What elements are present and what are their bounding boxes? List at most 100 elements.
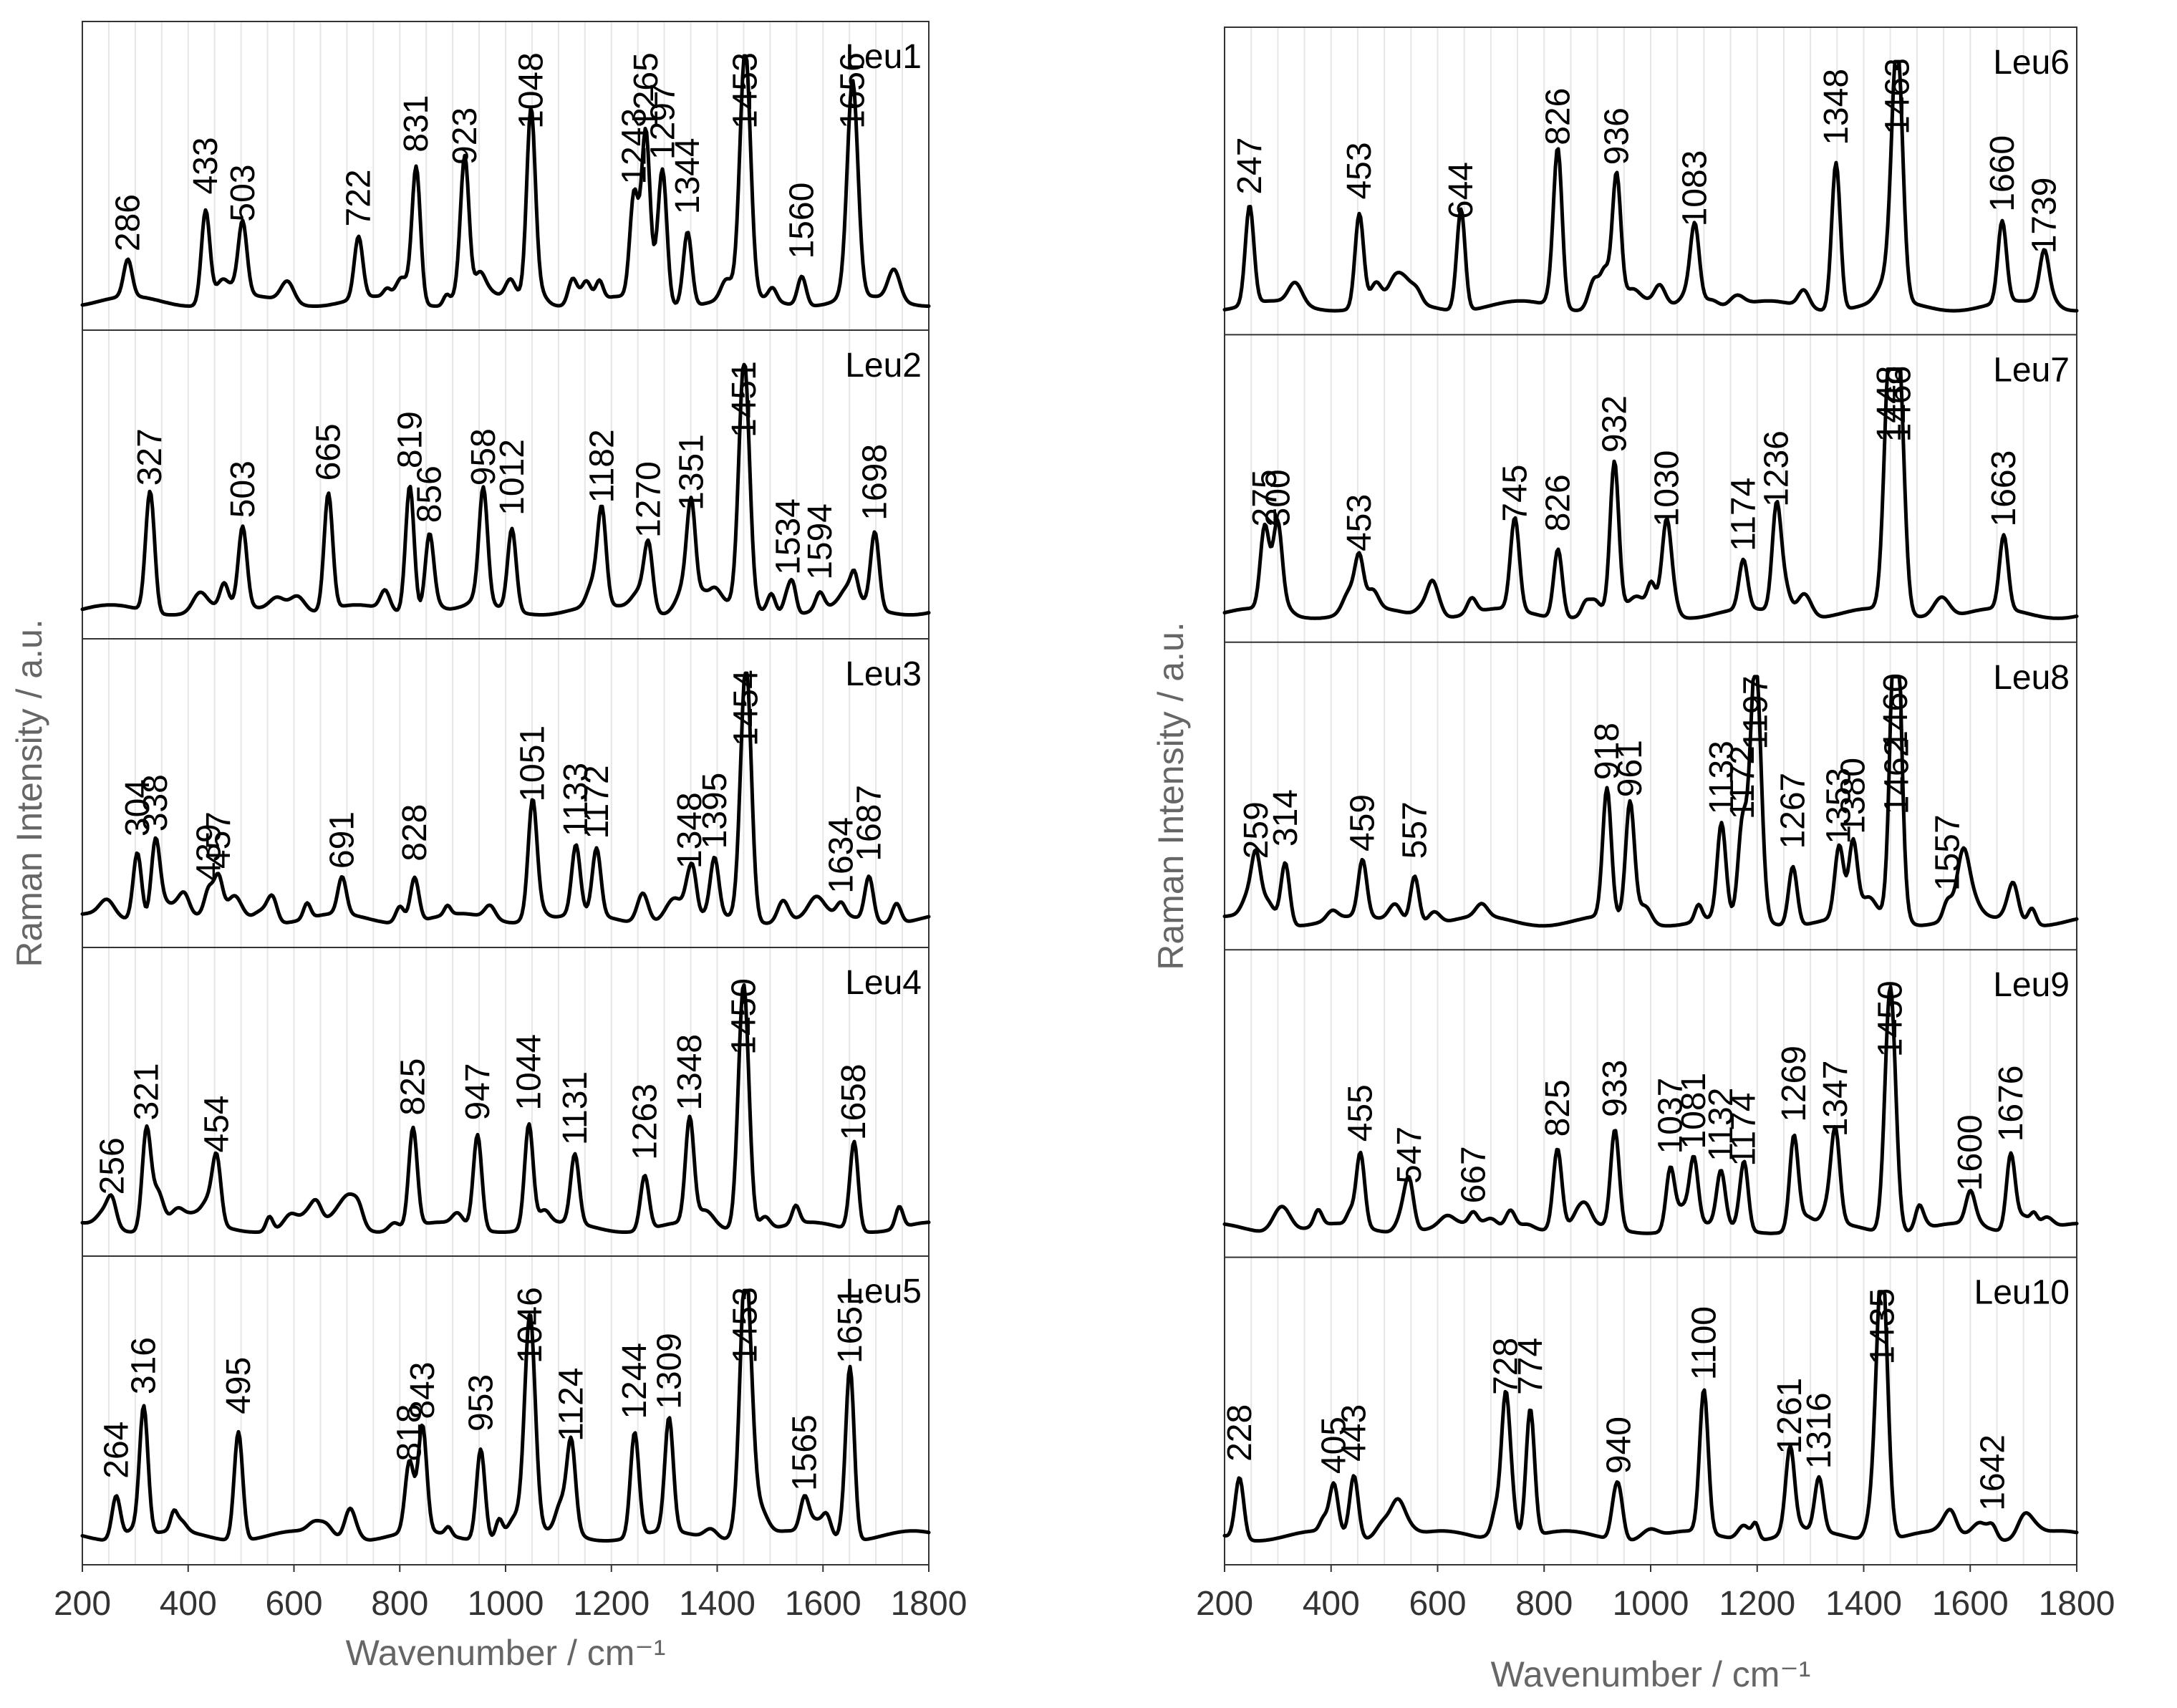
- peak-label: 936: [1598, 107, 1636, 165]
- peak-label: 405: [1315, 1417, 1353, 1474]
- x-tick-label: 1200: [1719, 1585, 1795, 1623]
- peak-label: 1450: [1872, 980, 1910, 1057]
- x-tick-label: 1200: [573, 1585, 650, 1623]
- peak-label: 338: [137, 774, 175, 831]
- x-tick-label: 600: [1409, 1585, 1466, 1623]
- panel-label: Leu2: [845, 347, 922, 385]
- x-tick-label: 1400: [679, 1585, 756, 1623]
- peak-label: 1174: [1724, 478, 1762, 551]
- peak-label: 819: [391, 411, 429, 468]
- peak-label: 1658: [835, 1063, 873, 1140]
- peak-label: 1451: [725, 361, 763, 438]
- panel-label: Leu8: [1993, 659, 2070, 697]
- peak-label: 1351: [672, 434, 710, 511]
- peak-label: 1565: [786, 1414, 824, 1491]
- spectrum-line-leu4: [80, 983, 931, 1234]
- peak-label: 932: [1596, 395, 1633, 453]
- peak-label: 1557: [1929, 814, 1966, 891]
- peak-label: 1344: [669, 137, 707, 214]
- x-axis: 200 400 600 800 1000 1200 1400 1600 1800: [1196, 1565, 2115, 1623]
- panel-label: Leu7: [1993, 351, 2070, 389]
- peak-label: 1454: [727, 670, 765, 746]
- peak-label: 300: [1259, 469, 1297, 526]
- peak-label: 453: [1341, 494, 1379, 551]
- peak-label: 933: [1596, 1060, 1634, 1117]
- peak-label: 256: [93, 1137, 131, 1195]
- peak-label: 1267: [1775, 773, 1812, 849]
- peak-label: 1261: [1771, 1378, 1809, 1454]
- peak-label: 1197: [1737, 676, 1775, 750]
- peak-label: 1651: [831, 1287, 869, 1364]
- x-tick-label: 1400: [1825, 1585, 1902, 1623]
- x-axis: 200 400 600 800 1000 1200 1400 1600 1800: [54, 1565, 967, 1623]
- peak-label: 1037: [1652, 1078, 1690, 1154]
- x-tick-label: 1000: [1613, 1585, 1689, 1623]
- peak-label: 826: [1540, 88, 1578, 145]
- peak-label: 1448: [1871, 366, 1908, 443]
- peak-label: 1051: [514, 725, 552, 802]
- peak-label: 953: [462, 1374, 500, 1432]
- peak-label: 728: [1487, 1338, 1525, 1395]
- peak-label: 644: [1442, 162, 1480, 219]
- peak-label: 1463: [1878, 58, 1916, 135]
- peak-label: 1244: [616, 1343, 654, 1419]
- panel-label: Leu1: [845, 38, 922, 76]
- x-tick-label: 400: [1303, 1585, 1360, 1623]
- peak-label: 1236: [1758, 430, 1796, 507]
- x-tick-label: 800: [371, 1585, 428, 1623]
- peak-label: 825: [1539, 1079, 1577, 1137]
- spectrum-line-leu2: [80, 362, 931, 617]
- peak-label: 1048: [512, 52, 550, 129]
- spectrum-line-leu8: [1222, 675, 2079, 928]
- peak-label: 665: [310, 423, 348, 481]
- spectrum-line-leu1: [80, 54, 931, 308]
- peak-label: 825: [395, 1058, 433, 1116]
- peak-label: 774: [1512, 1338, 1550, 1395]
- x-tick-label: 1000: [468, 1585, 544, 1623]
- peak-label: 557: [1396, 801, 1434, 859]
- x-tick-label: 600: [265, 1585, 322, 1623]
- peak-label: 1460: [1877, 673, 1915, 750]
- y-axis-label: Raman Intensity / a.u.: [9, 619, 49, 967]
- peak-label: 547: [1391, 1126, 1429, 1184]
- peak-label: 286: [110, 194, 148, 251]
- peak-label: 457: [200, 811, 238, 869]
- peak-label: 439: [190, 824, 228, 881]
- peak-label: 958: [465, 428, 503, 486]
- spectrum-line-leu5: [80, 1288, 931, 1543]
- peak-label: 1560: [783, 183, 821, 259]
- x-tick-label: 1600: [1932, 1585, 2009, 1623]
- peak-label: 831: [397, 95, 435, 153]
- peak-label: 495: [220, 1357, 258, 1414]
- peak-label: 1347: [1817, 1061, 1855, 1137]
- peak-label: 453: [1341, 142, 1379, 199]
- peak-label: 314: [1267, 789, 1305, 846]
- spectrum-line-leu9: [1222, 985, 2079, 1235]
- peak-label: 826: [1540, 474, 1578, 531]
- peak-label: 1044: [511, 1034, 549, 1111]
- x-tick-label: 200: [1196, 1585, 1253, 1623]
- panel-label: Leu5: [845, 1273, 922, 1311]
- panel-label: Leu3: [845, 655, 922, 693]
- x-axis-label: Wavenumber / cm⁻¹: [1491, 1654, 1811, 1694]
- peak-label: 1380: [1835, 758, 1873, 834]
- peak-label: 722: [340, 169, 378, 226]
- peak-label: 275: [1246, 469, 1284, 526]
- peak-label: 1316: [1800, 1392, 1838, 1469]
- panel-label: Leu9: [1993, 966, 2070, 1004]
- peak-label: 923: [446, 107, 484, 165]
- x-tick-label: 1800: [891, 1585, 967, 1623]
- peak-label: 1642: [1974, 1434, 2012, 1511]
- peak-label: 228: [1221, 1404, 1259, 1462]
- peak-label: 1634: [822, 817, 860, 894]
- peak-label: 247: [1231, 137, 1269, 195]
- peak-label: 1663: [1985, 450, 2023, 527]
- x-tick-label: 200: [54, 1585, 111, 1623]
- peak-label: 961: [1611, 740, 1649, 797]
- peak-label: 1270: [629, 461, 667, 538]
